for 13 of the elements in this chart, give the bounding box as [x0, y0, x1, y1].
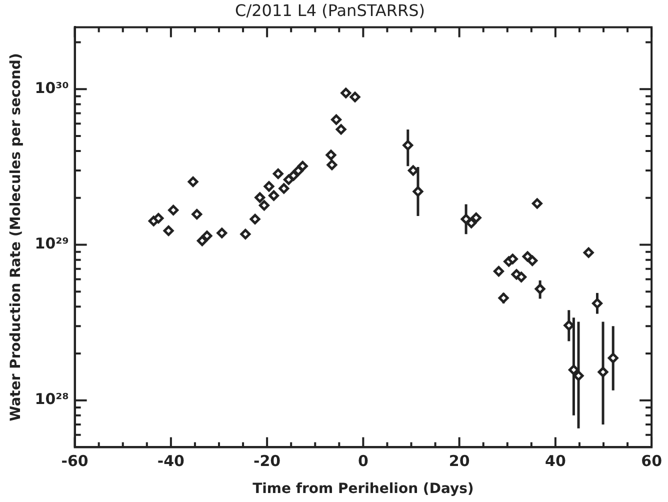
x-axis-title: Time from Perihelion (Days) — [252, 481, 474, 498]
x-tick-label: 60 — [641, 452, 662, 470]
y-tick-label: 10²⁹ — [34, 234, 69, 253]
x-tick-label: -40 — [157, 452, 184, 470]
x-tick-label: 0 — [358, 452, 368, 470]
y-tick-label: 10³⁰ — [34, 79, 69, 98]
x-tick-label: -60 — [61, 452, 88, 470]
y-tick-label: 10²⁸ — [34, 390, 69, 408]
x-tick-label: 20 — [448, 452, 470, 470]
x-tick-label: -20 — [254, 452, 281, 470]
chart-title: C/2011 L4 (PanSTARRS) — [235, 0, 425, 20]
y-axis-title: Water Production Rate (Molecules per second) — [8, 53, 24, 422]
x-tick-label: 40 — [545, 452, 566, 470]
